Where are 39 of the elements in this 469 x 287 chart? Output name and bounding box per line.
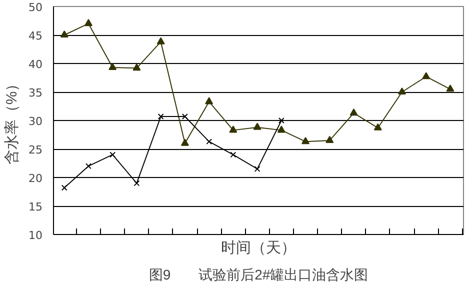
point (132, 64, 141, 71)
point (206, 138, 212, 145)
point (374, 123, 382, 130)
point (253, 122, 262, 130)
text: 图9 试验前后2#罐出口油含水图 (148, 266, 368, 282)
point (398, 87, 406, 95)
y-tick-label: 30 (28, 115, 43, 128)
point (326, 136, 334, 143)
point (60, 30, 68, 38)
point (302, 137, 310, 144)
point (156, 37, 165, 44)
y-tick-label: 45 (28, 30, 43, 42)
point (205, 97, 214, 104)
point (254, 166, 260, 172)
point (277, 126, 286, 133)
point (85, 163, 92, 170)
point (108, 62, 117, 70)
point (182, 114, 188, 120)
point (134, 180, 140, 186)
point (61, 184, 68, 191)
point (230, 152, 236, 158)
y-tick-label: 10 (28, 229, 43, 242)
y-tick-label: 35 (28, 86, 43, 100)
point (422, 72, 430, 80)
point (446, 84, 454, 92)
point (84, 19, 92, 26)
y-tick-label: 20 (28, 172, 43, 185)
point (229, 126, 238, 133)
point (278, 118, 284, 124)
x-axis-title: 时间（天） (221, 240, 296, 256)
point (180, 138, 189, 146)
point (110, 152, 116, 158)
y-tick-label: 25 (28, 144, 43, 156)
point (158, 114, 164, 120)
y-tick-label: 50 (28, 1, 43, 14)
point (350, 108, 358, 116)
y-tick-label: 15 (28, 200, 43, 214)
y-tick-label: 40 (28, 58, 43, 71)
y-axis-title: 含水率（%） (4, 76, 21, 165)
